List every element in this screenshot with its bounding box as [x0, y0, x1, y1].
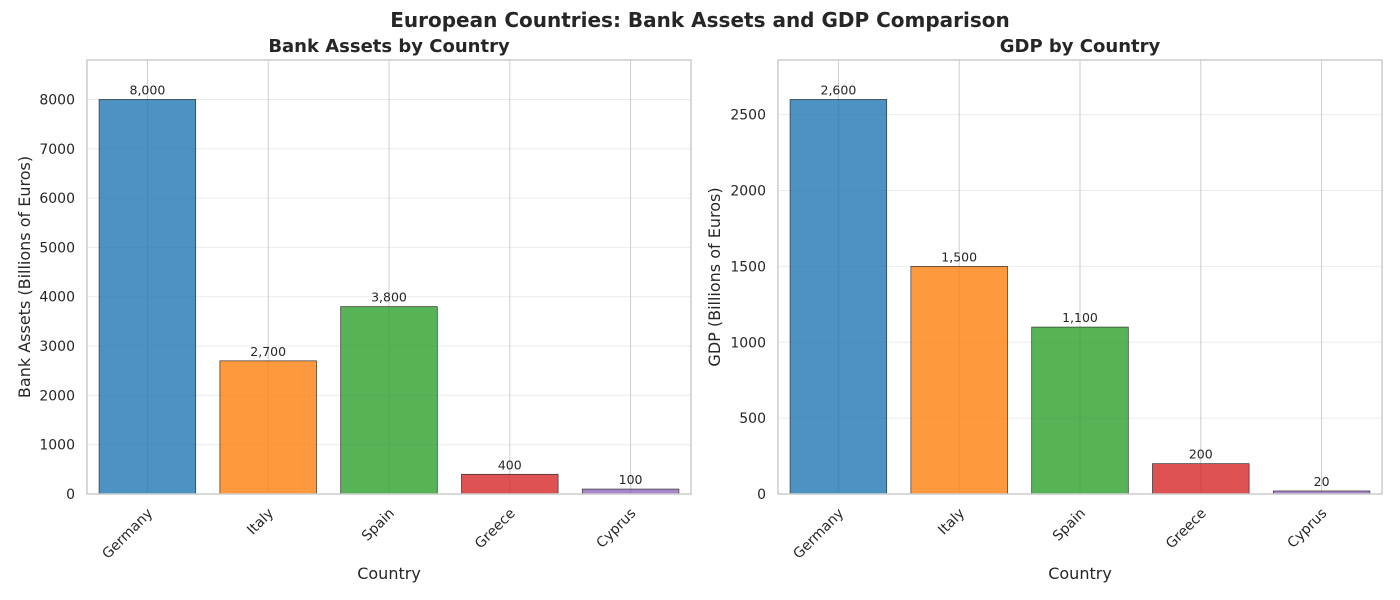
chart-panel-1: 8,0002,7003,8004001000100020003000400050… [15, 36, 692, 583]
bar-italy [910, 266, 1008, 495]
chart-title: Bank Assets by Country [268, 36, 510, 57]
bar-value-label: 100 [619, 472, 643, 487]
bar-spain [1031, 326, 1129, 495]
x-tick-label: Greece [1163, 506, 1210, 553]
bar-value-label: 400 [498, 457, 522, 472]
y-tick-label: 1000 [39, 438, 75, 454]
x-axis-label: Country [357, 564, 421, 583]
y-tick-label: 8000 [39, 92, 75, 108]
y-tick-label: 2000 [730, 184, 766, 200]
x-tick-label: Germany [99, 506, 156, 563]
bar-italy [219, 360, 317, 495]
bar-value-label: 2,700 [250, 344, 286, 359]
bar-greece [1152, 463, 1250, 495]
bar-value-label: 1,500 [941, 249, 977, 264]
y-tick-label: 2000 [39, 388, 75, 404]
bar-greece [461, 473, 559, 495]
y-tick-label: 7000 [39, 142, 75, 158]
bar-value-label: 3,800 [371, 290, 407, 305]
x-tick-label: Italy [244, 506, 277, 539]
bar-germany [98, 99, 197, 495]
x-axis-label: Country [1048, 564, 1112, 583]
y-tick-label: 6000 [39, 191, 75, 207]
axes-frame [777, 59, 1383, 495]
x-tick-label: Cyprus [1285, 506, 1331, 552]
bar-value-label: 2,600 [821, 82, 857, 97]
y-axis-label: Bank Assets (Billions of Euros) [15, 156, 34, 398]
bar-value-label: 8,000 [130, 82, 166, 97]
chart-title: GDP by Country [1000, 36, 1161, 57]
bar-value-label: 20 [1314, 474, 1330, 489]
bar-value-label: 1,100 [1062, 310, 1098, 325]
y-tick-label: 4000 [39, 290, 75, 306]
y-tick-label: 2500 [730, 108, 766, 124]
y-axis-label: GDP (Billions of Euros) [705, 187, 724, 366]
y-tick-label: 5000 [39, 240, 75, 256]
y-tick-label: 0 [66, 487, 75, 503]
bar-value-label: 200 [1189, 447, 1213, 462]
x-tick-label: Germany [790, 506, 847, 563]
x-tick-label: Spain [359, 506, 398, 545]
y-tick-label: 0 [757, 487, 766, 503]
x-tick-label: Italy [935, 506, 968, 539]
x-tick-label: Cyprus [594, 506, 640, 552]
y-tick-label: 1500 [730, 259, 766, 275]
x-tick-label: Spain [1050, 506, 1089, 545]
x-tick-label: Greece [472, 506, 519, 553]
y-tick-label: 500 [739, 411, 766, 427]
figure-title: European Countries: Bank Assets and GDP … [390, 8, 1010, 32]
axes-frame [86, 59, 692, 495]
bar-germany [789, 99, 888, 495]
y-tick-label: 3000 [39, 339, 75, 355]
bar-spain [340, 306, 438, 495]
y-tick-label: 1000 [730, 335, 766, 351]
chart-panel-2: 2,6001,5001,1002002005001000150020002500… [705, 36, 1383, 583]
